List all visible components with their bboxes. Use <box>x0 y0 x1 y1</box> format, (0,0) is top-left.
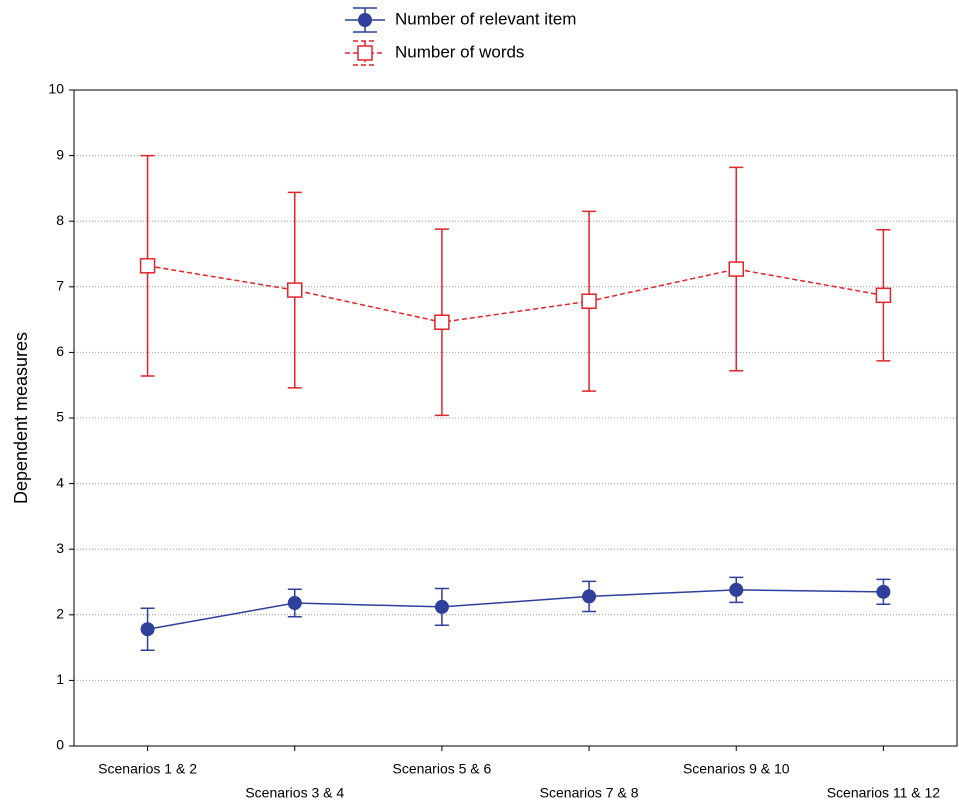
x-tick-label: Scenarios 3 & 4 <box>245 785 344 801</box>
legend-label: Number of words <box>395 42 524 61</box>
y-axis-label: Dependent measures <box>11 332 31 504</box>
y-tick-label: 8 <box>56 212 64 228</box>
data-point <box>287 282 303 298</box>
x-tick-label: Scenarios 7 & 8 <box>540 785 639 801</box>
series-line <box>147 265 884 323</box>
data-point <box>139 258 156 274</box>
y-tick-label: 0 <box>56 737 64 753</box>
data-point <box>876 584 891 599</box>
y-tick-label: 7 <box>56 278 64 294</box>
y-tick-label: 1 <box>56 671 64 687</box>
legend-marker <box>358 13 372 27</box>
data-point <box>287 595 302 610</box>
x-tick-label: Scenarios 9 & 10 <box>683 761 790 777</box>
data-point <box>729 582 744 597</box>
data-point <box>140 622 155 637</box>
data-point <box>581 293 597 309</box>
series-line <box>147 589 884 630</box>
data-point <box>875 287 892 304</box>
x-tick-label: Scenarios 5 & 6 <box>392 761 491 777</box>
y-tick-label: 5 <box>56 409 64 425</box>
data-point <box>434 599 449 614</box>
x-tick-label: Scenarios 11 & 12 <box>827 785 941 801</box>
plot-frame <box>73 89 958 747</box>
y-tick-label: 3 <box>56 540 64 556</box>
y-tick-label: 6 <box>56 343 64 359</box>
y-tick-label: 10 <box>48 81 64 97</box>
legend-label: Number of relevant item <box>395 9 576 28</box>
data-point <box>728 261 744 277</box>
y-tick-label: 4 <box>56 474 64 490</box>
y-tick-label: 9 <box>56 146 64 162</box>
y-tick-label: 2 <box>56 606 64 622</box>
legend-marker <box>357 45 373 61</box>
x-tick-label: Scenarios 1 & 2 <box>98 761 197 777</box>
data-point <box>434 314 450 330</box>
data-point <box>582 589 597 604</box>
